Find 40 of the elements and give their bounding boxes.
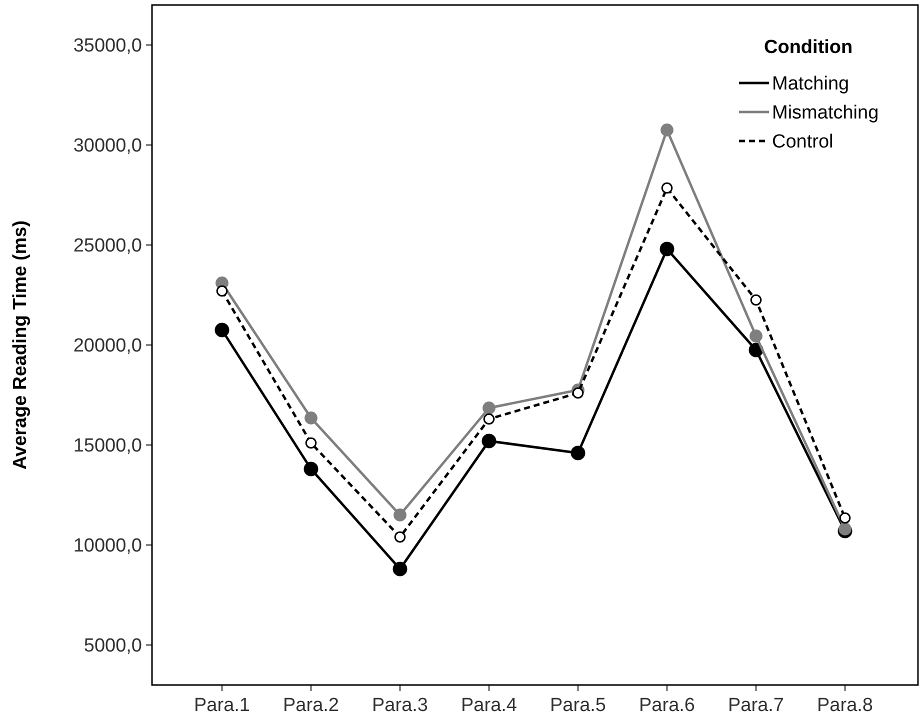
y-tick-label: 25000,0 xyxy=(73,236,142,257)
point xyxy=(750,330,762,342)
point xyxy=(572,387,584,399)
point xyxy=(660,124,674,136)
point xyxy=(660,242,674,256)
point xyxy=(394,531,406,543)
x-tick-label: Para.4 xyxy=(461,695,518,716)
point xyxy=(304,412,318,424)
legend-title: Condition xyxy=(764,37,853,58)
point xyxy=(214,322,230,338)
x-tick-label: Para.3 xyxy=(372,695,428,716)
point xyxy=(750,294,762,306)
point xyxy=(838,522,852,536)
point xyxy=(392,562,408,576)
y-tick-label: 15000,0 xyxy=(73,436,142,457)
point xyxy=(482,402,496,414)
legend-label: Matching xyxy=(772,74,850,95)
point xyxy=(661,182,673,194)
x-tick-label: Para.1 xyxy=(194,695,250,716)
y-tick-label: 35000,0 xyxy=(73,36,142,57)
y-tick-label: 30000,0 xyxy=(73,136,142,157)
point xyxy=(305,437,317,449)
x-tick-label: Para.7 xyxy=(728,695,784,716)
legend-label: Control xyxy=(772,132,834,153)
y-tick-label: 5000,0 xyxy=(84,636,142,657)
point xyxy=(394,508,406,522)
y-tick-label: 10000,0 xyxy=(73,536,142,557)
x-tick-label: Para.5 xyxy=(550,695,606,716)
y-tick-label: 20000,0 xyxy=(73,336,142,357)
point xyxy=(483,413,495,425)
legend-label: Mismatching xyxy=(772,102,879,124)
y-axis-title: Average Reading Time (ms) xyxy=(10,220,31,470)
x-tick-label: Para.8 xyxy=(817,695,873,716)
point xyxy=(216,285,228,297)
point xyxy=(304,462,318,476)
point xyxy=(482,434,496,448)
x-tick-label: Para.6 xyxy=(639,695,695,716)
point xyxy=(570,446,586,460)
point xyxy=(839,512,851,524)
x-tick-label: Para.2 xyxy=(283,695,339,716)
